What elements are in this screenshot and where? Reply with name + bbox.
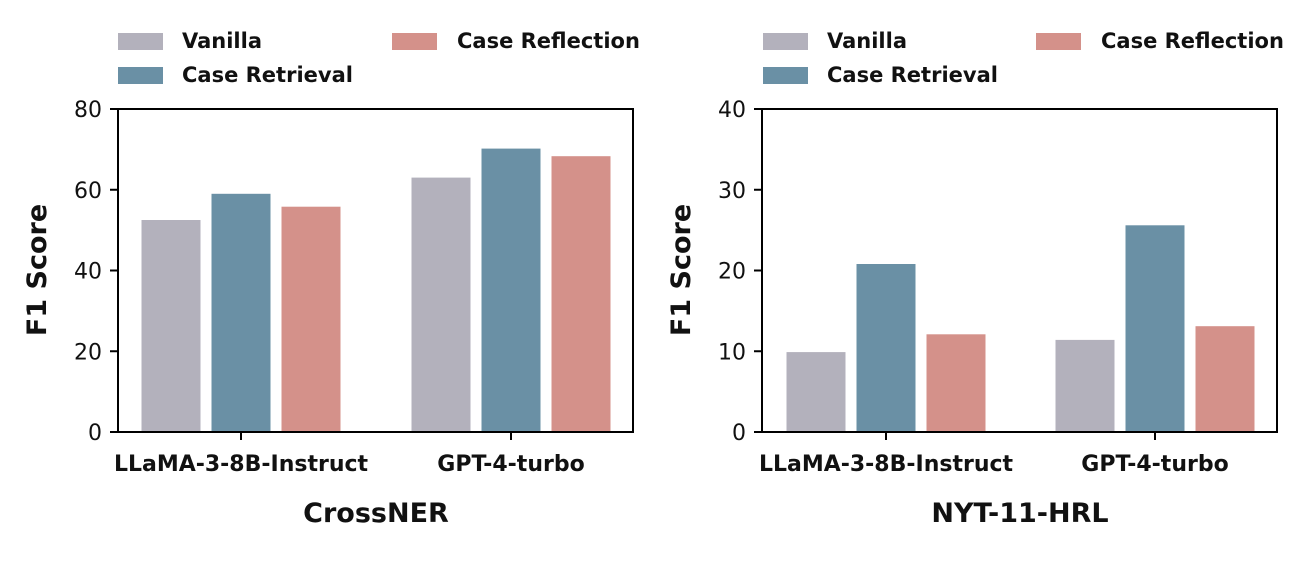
y-tick-label: 10	[718, 340, 746, 365]
legend-swatch-case-reflection	[392, 33, 437, 50]
legend-label-case-reflection: Case Reflection	[457, 29, 640, 53]
bar-case-reflection-llama	[926, 334, 986, 432]
legend-swatch-case-reflection	[1036, 33, 1081, 50]
y-tick-label: 0	[732, 421, 746, 446]
bar-case-retrieval-llama	[856, 264, 916, 432]
y-axis-title-1: F1 Score	[22, 204, 53, 336]
y-tick-label: 80	[74, 98, 102, 123]
y-axis-title-2: F1 Score	[666, 204, 697, 336]
legend-swatch-vanilla	[118, 33, 163, 50]
y-tick-label: 20	[74, 340, 102, 365]
bars-1	[141, 148, 611, 432]
bar-case-reflection-gpt4	[1195, 326, 1255, 432]
plot-frame-2	[761, 108, 1278, 433]
y-tick-label: 40	[74, 260, 102, 285]
legend-swatch-case-retrieval	[118, 67, 163, 84]
legend-label-case-reflection: Case Reflection	[1101, 29, 1284, 53]
legend-label-vanilla: Vanilla	[827, 29, 907, 53]
x-axis-title-2: NYT-11-HRL	[931, 498, 1108, 529]
chart-panel-1: Vanilla Case Retrieval Case Reflection 0…	[22, 29, 640, 529]
x-tick-label-gpt4: GPT-4-turbo	[437, 452, 584, 477]
legend-swatch-vanilla	[763, 33, 808, 50]
bars-2	[786, 225, 1255, 432]
legend-label-case-retrieval: Case Retrieval	[827, 63, 998, 87]
y-ticks-2: 0 10 20 30 40	[718, 98, 1156, 446]
bar-vanilla-llama	[786, 352, 846, 432]
legend-label-case-retrieval: Case Retrieval	[182, 63, 353, 87]
legend-label-vanilla: Vanilla	[182, 29, 262, 53]
bar-vanilla-gpt4	[411, 177, 471, 432]
y-ticks-1: 0 20 40 60 80	[74, 98, 512, 446]
chart-panel-2: Vanilla Case Retrieval Case Reflection 0…	[666, 29, 1284, 529]
legend-swatch-case-retrieval	[763, 67, 808, 84]
bar-case-retrieval-llama	[211, 193, 271, 432]
bar-case-retrieval-gpt4	[1125, 225, 1185, 432]
legend-2: Vanilla Case Retrieval Case Reflection	[763, 29, 1284, 87]
plot-frame-1	[117, 108, 634, 433]
x-axis-title-1: CrossNER	[303, 498, 449, 529]
legend-1: Vanilla Case Retrieval Case Reflection	[118, 29, 640, 87]
y-tick-label: 40	[718, 98, 746, 123]
x-tick-label-gpt4: GPT-4-turbo	[1081, 452, 1228, 477]
bar-case-reflection-gpt4	[551, 156, 611, 432]
y-tick-label: 0	[88, 421, 102, 446]
bar-case-retrieval-gpt4	[481, 148, 541, 432]
y-tick-label: 30	[718, 179, 746, 204]
y-tick-label: 60	[74, 179, 102, 204]
bar-case-reflection-llama	[281, 206, 341, 432]
x-tick-label-llama: LLaMA-3-8B-Instruct	[759, 452, 1014, 477]
bar-vanilla-gpt4	[1055, 339, 1115, 432]
y-tick-label: 20	[718, 260, 746, 285]
x-tick-label-llama: LLaMA-3-8B-Instruct	[114, 452, 369, 477]
bar-vanilla-llama	[141, 220, 201, 432]
